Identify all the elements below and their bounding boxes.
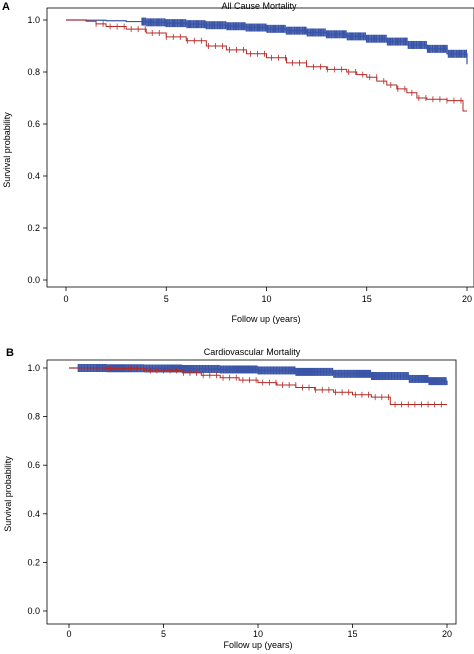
panel-a-plot-frame <box>46 7 474 288</box>
panel-b-xtick-label-4: 20 <box>442 629 452 639</box>
panel-b-xlabel: Follow up (years) <box>223 640 292 650</box>
panel-a-letter: A <box>2 1 10 13</box>
panel-b-ytick-label-1: 0.2 <box>27 557 40 567</box>
panel-a-series-1-line <box>66 19 467 112</box>
panel-a: A All Cause Mortality Survival probabili… <box>2 1 474 324</box>
panel-b-title: Cardiovascular Mortality <box>204 347 301 357</box>
panel-a-ytick-label-2: 0.4 <box>27 171 40 181</box>
panel-a-ytick-label-1: 0.2 <box>27 223 40 233</box>
panel-b-series <box>69 364 448 408</box>
panel-a-ytick-label-5: 1.0 <box>27 15 40 25</box>
panel-a-xlabel: Follow up (years) <box>231 314 300 324</box>
panel-b: B Cardiovascular Mortality Survival prob… <box>3 347 457 650</box>
panel-a-title: All Cause Mortality <box>221 1 297 11</box>
panel-b-xtick-label-0: 0 <box>66 629 71 639</box>
panel-b-ylabel: Survival probability <box>3 456 13 532</box>
panel-b-plot-frame <box>46 359 457 625</box>
panel-a-xtick-label-3: 15 <box>362 294 372 304</box>
panel-b-axes: 0 5 10 15 20 0.0 0.2 0.4 0.6 0.8 1.0 <box>27 363 452 639</box>
panel-a-xtick-label-4: 20 <box>462 294 472 304</box>
panel-b-xtick-label-3: 15 <box>347 629 357 639</box>
panel-b-series-1-line <box>69 367 447 405</box>
panel-b-series-1-censor-marks <box>96 365 442 408</box>
panel-b-ytick-label-2: 0.4 <box>27 509 40 519</box>
panel-a-series <box>66 17 468 112</box>
panel-b-ytick-label-0: 0.0 <box>27 606 40 616</box>
panel-a-ylabel: Survival probability <box>2 112 12 188</box>
panel-b-series-0-censor-marks <box>77 364 447 386</box>
panel-a-ytick-label-4: 0.8 <box>27 67 40 77</box>
panel-b-letter: B <box>6 347 14 359</box>
panel-a-axes: 0 5 10 15 20 0.0 0.2 0.4 0.6 0.8 1.0 <box>27 15 472 304</box>
panel-a-ytick-label-3: 0.6 <box>27 119 40 129</box>
panel-b-xtick-label-2: 10 <box>253 629 263 639</box>
panel-b-ytick-label-3: 0.6 <box>27 460 40 470</box>
panel-a-xtick-label-2: 10 <box>261 294 271 304</box>
panel-b-ytick-label-4: 0.8 <box>27 412 40 422</box>
panel-a-series-0-censor-marks <box>141 17 467 58</box>
panel-b-ytick-label-5: 1.0 <box>27 363 40 373</box>
panel-a-xtick-label-1: 5 <box>164 294 169 304</box>
panel-a-series-1-censor-marks <box>95 20 462 104</box>
panel-b-xtick-label-1: 5 <box>161 629 166 639</box>
panel-a-ytick-label-0: 0.0 <box>27 275 40 285</box>
panel-a-xtick-label-0: 0 <box>63 294 68 304</box>
